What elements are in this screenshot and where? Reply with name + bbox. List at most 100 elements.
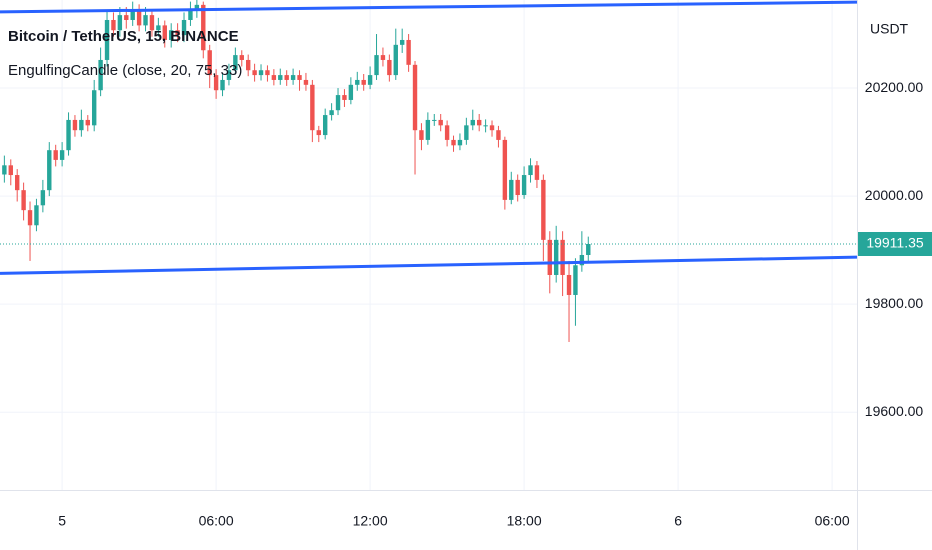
candle-body — [271, 75, 277, 80]
candle-body — [40, 190, 46, 206]
candle-body — [303, 79, 309, 85]
candle-body — [464, 125, 469, 140]
candle-body — [278, 75, 283, 80]
candle-body — [579, 254, 585, 266]
candle-body — [136, 10, 142, 26]
candle-body — [156, 25, 161, 31]
candle-body — [566, 274, 572, 295]
candle-body — [541, 179, 546, 240]
candle-body — [201, 4, 206, 51]
candle-body — [553, 239, 559, 275]
x-tick-label: 06:00 — [199, 513, 234, 529]
candle-body — [143, 15, 148, 26]
candle-body — [124, 15, 129, 20]
candle-body — [521, 175, 527, 196]
candle-body — [149, 15, 155, 31]
candle-body — [27, 210, 33, 226]
candle-body — [162, 25, 167, 40]
candle-body — [85, 119, 90, 126]
candle-body — [374, 55, 379, 76]
candle-body — [367, 75, 373, 85]
candle-body — [470, 119, 475, 126]
candle-body — [457, 139, 463, 146]
y-tick-label: 19600.00 — [865, 403, 924, 419]
x-tick-label: 18:00 — [507, 513, 542, 529]
candle-body — [59, 150, 65, 160]
candle-body — [213, 75, 219, 91]
candle-body — [380, 55, 386, 60]
candle-body — [284, 75, 289, 80]
x-tick-label: 5 — [58, 513, 66, 529]
candle-body — [406, 39, 411, 65]
candle-body — [451, 139, 456, 146]
candle-body — [310, 84, 315, 131]
candle-body — [432, 119, 437, 121]
candle-body — [412, 64, 418, 131]
candle-body — [265, 70, 270, 76]
candle-body — [66, 119, 71, 151]
candle-body — [252, 70, 257, 76]
last-price-label: 19911.35 — [866, 235, 924, 251]
candle-body — [233, 55, 238, 71]
candle-body — [258, 70, 264, 76]
candle-body — [476, 119, 482, 126]
chart-title: Bitcoin / TetherUS, 15, BINANCE — [8, 28, 239, 45]
currency-label: USDT — [870, 21, 909, 37]
candle-body — [207, 50, 212, 76]
candle-body — [342, 95, 347, 100]
candle-body — [361, 79, 366, 85]
candle-body — [290, 75, 296, 80]
candle-body — [534, 165, 540, 180]
candle-body — [79, 119, 84, 131]
x-tick-label: 6 — [674, 513, 682, 529]
candle-body — [489, 125, 495, 131]
x-tick-label: 06:00 — [815, 513, 850, 529]
candle-body — [175, 30, 180, 36]
candle-body — [8, 165, 13, 176]
candle-body — [399, 39, 405, 45]
candle-body — [104, 19, 110, 60]
candle-body — [181, 19, 187, 36]
candle-body — [297, 75, 302, 80]
candle-body — [496, 130, 501, 140]
trend-line — [0, 0, 858, 14]
candle-body — [444, 125, 450, 140]
candle-body — [335, 95, 341, 111]
candle-body — [34, 205, 39, 226]
candle-body — [419, 130, 424, 140]
candle-body — [226, 70, 232, 80]
candle-body — [53, 150, 58, 160]
candle-body — [72, 119, 78, 131]
candle-body — [316, 130, 321, 136]
candle-body — [393, 44, 398, 76]
candle-body — [425, 119, 431, 140]
candle-body — [2, 165, 7, 175]
candle-body — [322, 115, 328, 136]
candle-body — [586, 244, 591, 255]
candle-body — [239, 55, 244, 60]
y-tick-label: 20000.00 — [865, 187, 924, 203]
candle-body — [111, 19, 116, 31]
candle-body — [188, 10, 193, 20]
indicator-label: EngulfingCandle (close, 20, 75, 33) — [8, 62, 242, 79]
candle-body — [329, 110, 334, 116]
candle-body — [117, 15, 123, 31]
candle-body — [515, 179, 520, 196]
candle-body — [438, 119, 443, 126]
candle-body — [348, 84, 354, 100]
candle-body — [47, 150, 52, 191]
candle-body — [14, 175, 20, 191]
candle-body — [547, 239, 552, 275]
candle-body — [387, 59, 392, 76]
trend-line — [0, 255, 858, 275]
candle-body — [528, 165, 533, 176]
candle-body — [560, 239, 565, 275]
candle-body — [194, 4, 200, 11]
candle-body — [483, 125, 488, 127]
x-tick-label: 12:00 — [353, 513, 388, 529]
axes: 19600.00 19800.00 20000.00 20200.00 5 06:00 12… — [58, 79, 932, 529]
candle-body — [509, 179, 514, 200]
candle-body — [98, 59, 103, 91]
